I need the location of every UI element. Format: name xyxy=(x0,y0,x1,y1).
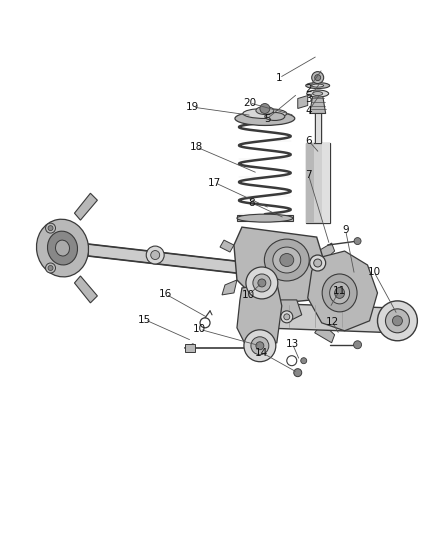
Text: 9: 9 xyxy=(343,225,349,236)
Text: 13: 13 xyxy=(286,338,299,349)
Text: 3: 3 xyxy=(305,94,312,104)
Text: 1: 1 xyxy=(276,73,283,83)
Circle shape xyxy=(146,246,164,264)
Ellipse shape xyxy=(265,112,285,120)
Circle shape xyxy=(48,265,53,270)
Circle shape xyxy=(48,225,53,231)
Circle shape xyxy=(392,316,403,326)
Text: 7: 7 xyxy=(305,170,312,180)
Polygon shape xyxy=(222,280,237,295)
Circle shape xyxy=(310,255,326,271)
Circle shape xyxy=(258,279,266,287)
Circle shape xyxy=(353,341,361,349)
Text: 5: 5 xyxy=(264,114,270,124)
Polygon shape xyxy=(267,300,302,320)
Ellipse shape xyxy=(280,254,294,266)
Circle shape xyxy=(46,263,56,273)
Ellipse shape xyxy=(265,239,309,281)
Ellipse shape xyxy=(307,90,328,97)
Text: 12: 12 xyxy=(326,317,339,327)
Polygon shape xyxy=(185,344,195,352)
Polygon shape xyxy=(308,251,378,331)
Text: 6: 6 xyxy=(305,135,312,146)
Ellipse shape xyxy=(237,214,293,222)
Ellipse shape xyxy=(36,219,88,277)
Polygon shape xyxy=(220,240,234,252)
Circle shape xyxy=(301,358,307,364)
Circle shape xyxy=(251,337,269,355)
Polygon shape xyxy=(310,95,326,114)
Polygon shape xyxy=(74,276,97,303)
Polygon shape xyxy=(298,95,308,109)
Circle shape xyxy=(284,314,290,320)
Ellipse shape xyxy=(330,282,350,304)
Circle shape xyxy=(46,223,56,233)
Ellipse shape xyxy=(313,92,323,95)
Ellipse shape xyxy=(235,111,295,125)
Circle shape xyxy=(253,274,271,292)
Circle shape xyxy=(312,71,324,84)
Ellipse shape xyxy=(306,83,330,88)
Text: 18: 18 xyxy=(190,142,203,152)
Text: 10: 10 xyxy=(242,289,255,300)
Polygon shape xyxy=(74,193,97,220)
Bar xyxy=(237,215,293,221)
Circle shape xyxy=(378,301,417,341)
Text: 16: 16 xyxy=(159,289,173,299)
Text: 2: 2 xyxy=(305,84,312,93)
Circle shape xyxy=(260,103,270,114)
Circle shape xyxy=(314,75,321,80)
Ellipse shape xyxy=(56,240,70,256)
Text: 8: 8 xyxy=(248,198,255,208)
Circle shape xyxy=(314,259,321,267)
Circle shape xyxy=(385,309,410,333)
Bar xyxy=(321,143,330,223)
Polygon shape xyxy=(252,303,399,333)
Text: 20: 20 xyxy=(243,98,256,108)
Circle shape xyxy=(294,369,302,377)
Text: 10: 10 xyxy=(367,267,381,277)
Circle shape xyxy=(244,330,276,362)
Ellipse shape xyxy=(335,287,345,298)
Bar xyxy=(314,114,321,143)
Circle shape xyxy=(246,267,278,299)
Ellipse shape xyxy=(47,231,78,265)
Text: 11: 11 xyxy=(332,286,346,296)
Ellipse shape xyxy=(312,84,324,87)
Bar xyxy=(306,143,330,223)
Ellipse shape xyxy=(322,274,357,312)
Ellipse shape xyxy=(243,109,287,118)
Circle shape xyxy=(256,342,264,350)
Text: 14: 14 xyxy=(255,348,268,358)
Polygon shape xyxy=(234,227,327,305)
Bar xyxy=(306,143,314,223)
Polygon shape xyxy=(314,323,335,343)
Text: 4: 4 xyxy=(305,106,312,116)
Ellipse shape xyxy=(256,107,274,115)
Text: 17: 17 xyxy=(208,177,221,188)
Polygon shape xyxy=(314,243,335,263)
Text: 15: 15 xyxy=(138,314,152,325)
Circle shape xyxy=(151,251,160,260)
Text: 19: 19 xyxy=(186,102,199,112)
Text: 10: 10 xyxy=(193,324,206,334)
Circle shape xyxy=(281,311,293,323)
Polygon shape xyxy=(88,244,270,277)
Ellipse shape xyxy=(273,247,301,273)
Circle shape xyxy=(354,238,361,245)
Polygon shape xyxy=(237,283,282,348)
